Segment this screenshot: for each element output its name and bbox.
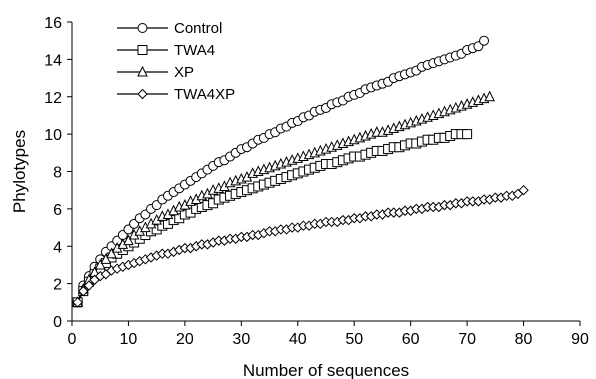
legend-marker <box>137 88 148 100</box>
y-tick-label: 6 <box>53 202 62 219</box>
y-ticks: 0 2 4 6 8 10 12 14 16 <box>44 15 72 331</box>
x-tick-label: 30 <box>232 331 250 348</box>
legend-label: TWA4XP <box>174 86 235 103</box>
data-point <box>484 90 495 102</box>
data-point <box>479 35 490 46</box>
series-twa4xp <box>72 184 529 308</box>
legend-entry: Control <box>117 20 222 37</box>
legend-entry: TWA4XP <box>117 86 235 103</box>
data-point <box>94 258 106 270</box>
y-tick-label: 4 <box>53 239 62 256</box>
y-tick-label: 16 <box>44 15 62 32</box>
series-xp <box>72 90 495 307</box>
x-tick-label: 90 <box>571 331 589 348</box>
x-ticks: 0 10 20 30 40 50 60 70 80 90 <box>68 321 589 348</box>
legend-label: Control <box>174 20 222 37</box>
x-tick-label: 40 <box>289 331 307 348</box>
data-point <box>123 234 134 246</box>
x-axis-title: Number of sequences <box>243 361 409 379</box>
x-tick-label: 60 <box>402 331 420 348</box>
x-tick-label: 20 <box>176 331 194 348</box>
y-axis-title: Phylotypes <box>10 130 29 213</box>
data-point <box>106 247 117 259</box>
y-tick-label: 8 <box>53 165 62 182</box>
y-tick-label: 0 <box>53 314 62 331</box>
legend-entry: XP <box>117 64 194 81</box>
x-tick-label: 70 <box>458 331 476 348</box>
y-tick-label: 10 <box>44 127 62 144</box>
x-tick-label: 80 <box>515 331 533 348</box>
legend-marker <box>137 65 148 77</box>
series-layer <box>72 35 529 308</box>
legend-label: TWA4 <box>174 42 215 59</box>
legend-label: XP <box>174 64 194 81</box>
legend-marker <box>137 23 148 33</box>
x-tick-label: 0 <box>68 331 77 348</box>
y-tick-label: 14 <box>44 52 62 69</box>
series-control <box>72 35 490 308</box>
data-point <box>518 184 529 196</box>
axes-layer: 0 10 20 30 40 50 60 70 80 90 0 2 4 6 8 10 12 14 16 Number… <box>10 15 589 379</box>
data-point <box>83 280 95 291</box>
data-point <box>100 253 112 264</box>
legend-marker <box>137 45 148 55</box>
y-tick-label: 2 <box>53 277 62 294</box>
data-point <box>78 285 89 297</box>
data-point <box>462 129 473 140</box>
series-twa4 <box>72 129 473 308</box>
legend-entry: TWA4 <box>117 42 215 59</box>
x-tick-label: 50 <box>345 331 363 348</box>
data-point <box>72 297 83 308</box>
x-tick-label: 10 <box>120 331 138 348</box>
y-tick-label: 12 <box>44 90 62 107</box>
